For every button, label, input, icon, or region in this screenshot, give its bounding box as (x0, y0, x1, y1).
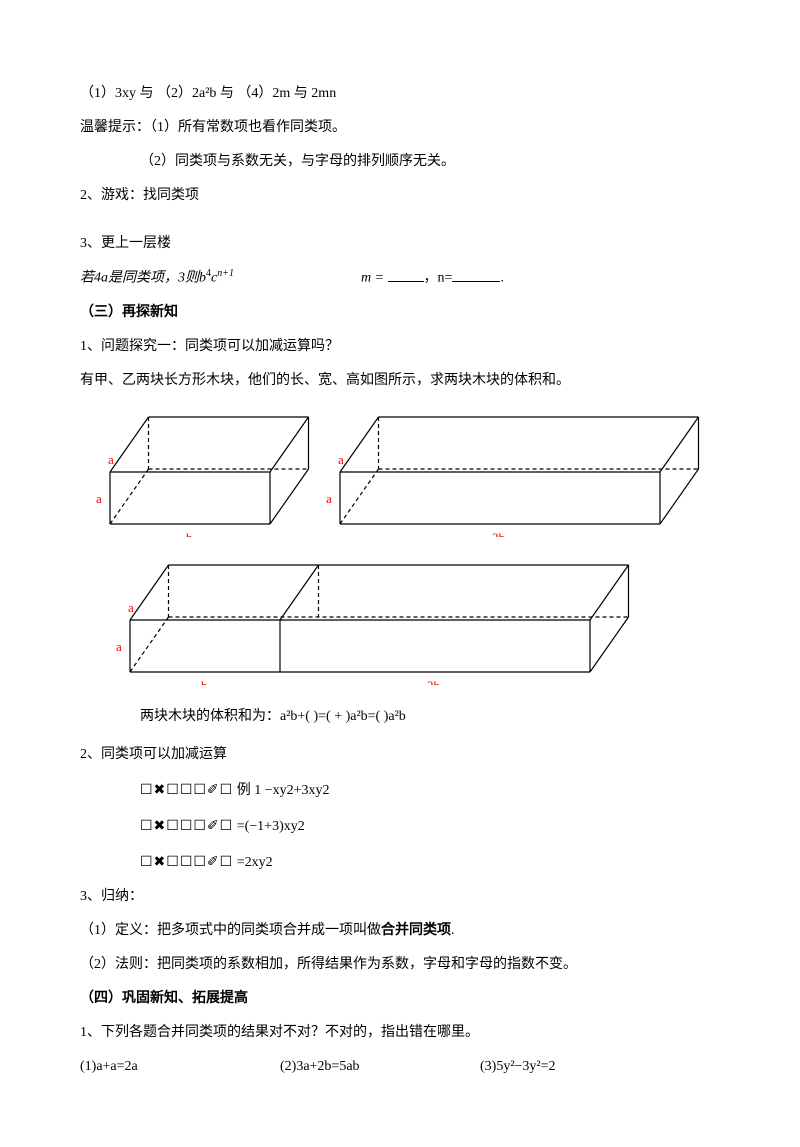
line-1: （1）3xy 与 （2）2a²b 与 （4）2m 与 2mn (80, 80, 720, 108)
item-2: (2)3a+2b=5ab (280, 1053, 480, 1081)
line-game: 2、游戏：找同类项 (80, 182, 720, 210)
svg-text:2b: 2b (492, 530, 505, 537)
svg-text:a: a (116, 639, 122, 654)
line-q1: 1、问题探究一：同类项可以加减运算吗？ (80, 333, 720, 361)
line-items: (1)a+a=2a (2)3a+2b=5ab (3)5y²−3y²=2 (80, 1053, 720, 1081)
example-1c: ☐✖☐☐☐✐☐ =2xy2 (80, 847, 720, 877)
line-tip2: （2）同类项与系数无关，与字母的排列顺序无关。 (80, 148, 720, 176)
blank-m (388, 265, 424, 282)
section-4: （四）巩固新知、拓展提高 (80, 985, 720, 1013)
item-3: (3)5y²−3y²=2 (480, 1053, 556, 1081)
svg-text:b: b (186, 530, 193, 537)
period: . (500, 271, 504, 286)
figure-row-2: a a b 2b (80, 555, 720, 685)
line-rule: （2）法则：把同类项的系数相加，所得结果作为系数，字母和字母的指数不变。 (80, 951, 720, 979)
ex-text-1: 例 1 −xy2+3xy2 (233, 783, 329, 798)
figure-row-1: a a b a a 2b (80, 407, 720, 537)
line-can-add: 2、同类项可以加减运算 (80, 741, 720, 769)
line-desc: 有甲、乙两块长方形木块，他们的长、宽、高如图所示，求两块木块的体积和。 (80, 367, 720, 395)
volume-formula: 两块木块的体积和为：a²b+( )=( + )a²b=( )a²b (140, 703, 720, 731)
line-def: （1）定义：把多项式中的同类项合并成一项叫做合并同类项. (80, 917, 720, 945)
line-formula-q: 若4a是同类项，3则b4cn+1 m = ，n=. (80, 264, 720, 293)
svg-text:a: a (128, 600, 134, 615)
svg-text:a: a (326, 491, 332, 506)
glyph-icon: ☐✖☐☐☐✐☐ (140, 781, 233, 797)
section-3: （三）再探新知 (80, 299, 720, 327)
cuboid-svg-1: a a b a a 2b (80, 407, 720, 537)
m-eq: m = (361, 271, 388, 286)
svg-text:a: a (108, 452, 114, 467)
line-summary: 3、归纳： (80, 883, 720, 911)
line-practice: 1、下列各题合并同类项的结果对不对？不对的，指出错在哪里。 (80, 1019, 720, 1047)
example-1b: ☐✖☐☐☐✐☐ =(−1+3)xy2 (80, 811, 720, 841)
def-b: 合并同类项 (381, 923, 451, 938)
exp2: n+1 (217, 268, 234, 279)
def-a: （1）定义：把多项式中的同类项合并成一项叫做 (80, 923, 381, 938)
svg-text:a: a (338, 452, 344, 467)
comma-n: ，n= (424, 271, 453, 286)
svg-text:b: b (201, 678, 208, 685)
item-1: (1)a+a=2a (80, 1053, 280, 1081)
svg-text:a: a (96, 491, 102, 506)
ex-text-2: =(−1+3)xy2 (233, 819, 305, 834)
ex-text-3: =2xy2 (233, 855, 272, 870)
line-tip1: 温馨提示：（1）所有常数项也看作同类项。 (80, 114, 720, 142)
glyph-icon: ☐✖☐☐☐✐☐ (140, 817, 233, 833)
def-c: . (451, 923, 455, 938)
line-higher: 3、更上一层楼 (80, 230, 720, 258)
example-1a: ☐✖☐☐☐✐☐ 例 1 −xy2+3xy2 (80, 775, 720, 805)
glyph-icon: ☐✖☐☐☐✐☐ (140, 853, 233, 869)
blank-n (452, 265, 500, 282)
cuboid-svg-2: a a b 2b (80, 555, 720, 685)
svg-text:2b: 2b (427, 678, 440, 685)
formula-left: 若4a是同类项，3则b (80, 271, 206, 286)
